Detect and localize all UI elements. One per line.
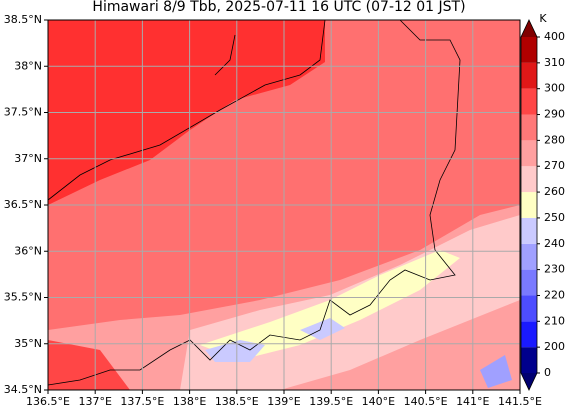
x-tick-label: 140.5°E [404,395,448,408]
colorbar-tick-label: 280 [544,133,565,146]
colorbar-bin [521,88,537,115]
x-tick-label: 137.5°E [120,395,164,408]
colorbar-tick-label: 0 [544,366,551,379]
map-title: Himawari 8/9 Tbb, 2025-07-11 16 UTC (07-… [92,0,465,15]
colorbar-bin [521,321,537,348]
x-tick-label: 136.5°E [26,395,70,408]
colorbar-bin [521,114,537,141]
y-tick-label: 36°N [14,244,42,257]
colorbar-bin [521,269,537,296]
colorbar-bin [521,295,537,322]
colorbar-tick-label: 400 [544,30,565,43]
y-tick-label: 36.5°N [4,198,42,211]
colorbar-tick-label: 240 [544,237,565,250]
colorbar-bin [521,166,537,193]
x-tick-label: 137°E [78,395,111,408]
colorbar-bin [521,192,537,218]
colorbar-under [521,373,537,390]
colorbar: 0 200 210 220 230 240 250 260 270 280 290 300 310 400… [520,12,565,391]
x-tick-label: 138°E [173,395,206,408]
colorbar-bin [521,243,537,270]
colorbar-unit: K [539,12,547,25]
y-tick-label: 37.5°N [4,106,42,119]
colorbar-bin [521,140,537,167]
colorbar-bin [521,62,537,89]
colorbar-tick-label: 210 [544,314,565,327]
x-tick-label: 141.5°E [498,395,542,408]
field-lavender [205,340,265,362]
field-warm-south [48,340,130,390]
colorbar-tick-label: 270 [544,159,565,172]
y-tick-label: 35°N [14,337,42,350]
colorbar-tick-label: 200 [544,340,565,353]
x-tick-label: 141°E [456,395,489,408]
y-tick-label: 37°N [14,152,42,165]
y-tick-label: 38°N [14,59,42,72]
colorbar-bin [521,217,537,244]
colorbar-tick-label: 290 [544,108,565,121]
colorbar-tick-label: 220 [544,288,565,301]
field-blue [480,355,512,388]
x-tick-label: 139°E [267,395,300,408]
x-tick-label: 139.5°E [309,395,353,408]
y-tick-label: 34.5°N [4,383,42,396]
field-yellow [200,250,460,360]
y-tick-label: 35.5°N [4,291,42,304]
colorbar-bin [521,347,537,373]
colorbar-tick-label: 260 [544,185,565,198]
coastline [47,19,461,386]
colorbar-tick-label: 310 [544,56,565,69]
colorbar-over [521,20,537,37]
colorbar-tick-label: 300 [544,82,565,95]
x-tick-label: 138.5°E [215,395,259,408]
colorbar-tick-label: 250 [544,211,565,224]
colorbar-bin [521,37,537,63]
y-tick-label: 38.5°N [4,13,42,26]
colorbar-tick-label: 230 [544,263,565,276]
x-tick-label: 140°E [362,395,395,408]
